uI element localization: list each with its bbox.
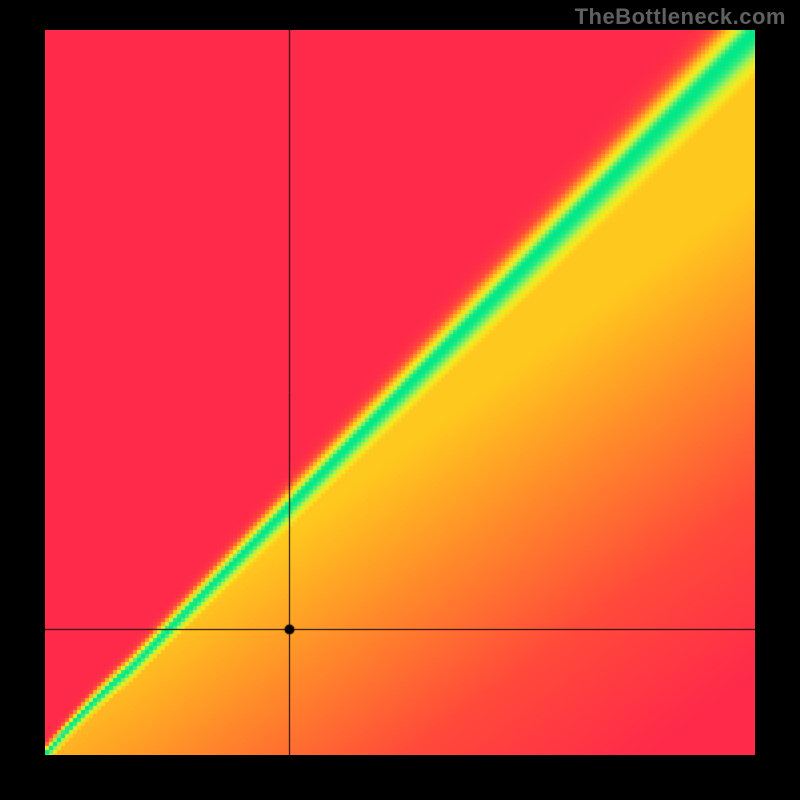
- bottleneck-heatmap: [45, 30, 755, 755]
- watermark-text: TheBottleneck.com: [575, 4, 786, 30]
- chart-container: TheBottleneck.com: [0, 0, 800, 800]
